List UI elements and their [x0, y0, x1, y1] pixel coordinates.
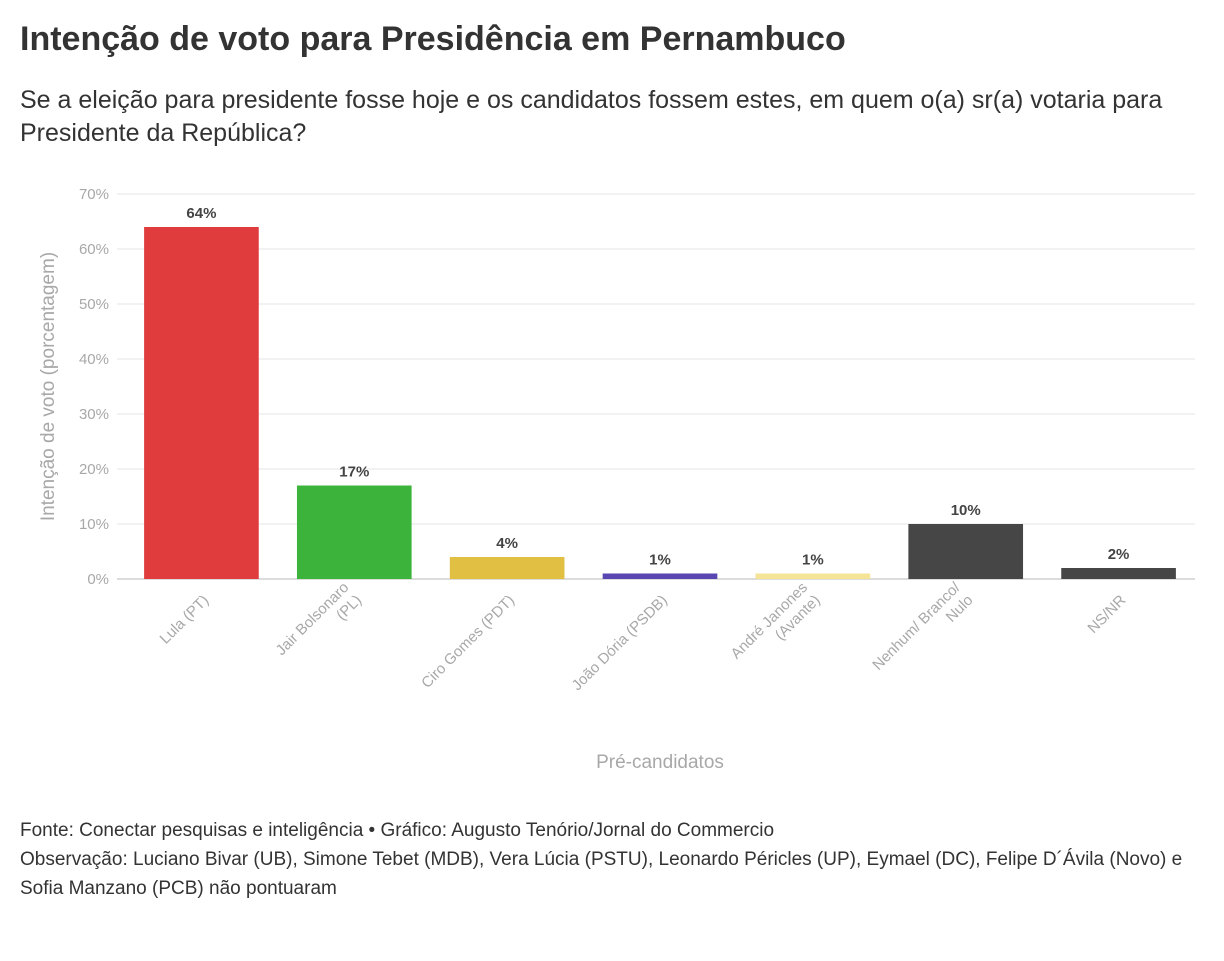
x-tick-label: Ciro Gomes (PDT)	[418, 592, 518, 692]
y-tick-label: 10%	[79, 516, 109, 533]
x-tick-label: Nenhum/ Branco/Nulo	[869, 578, 977, 686]
y-tick-label: 30%	[79, 406, 109, 423]
bar-value-label: 10%	[951, 502, 981, 519]
y-axis-title: Intenção de voto (porcentagem)	[38, 252, 59, 521]
x-axis-title: Pré-candidatos	[596, 752, 724, 773]
x-axis-ticks: Lula (PT) Jair Bolsonaro(PL) Ciro Gomes (P…	[157, 578, 1130, 694]
y-tick-label: 60%	[79, 241, 109, 258]
bar	[602, 573, 718, 579]
y-tick-label: 40%	[79, 351, 109, 368]
footer-note: Observação: Luciano Bivar (UB), Simone T…	[20, 849, 1183, 899]
x-tick-label: Lula (PT)	[157, 592, 213, 648]
bar-value-label: 1%	[802, 552, 824, 569]
footer: Fonte: Conectar pesquisas e inteligência…	[20, 816, 1210, 903]
y-tick-label: 50%	[79, 296, 109, 313]
chart-subtitle: Se a eleição para presidente fosse hoje …	[20, 86, 1163, 147]
bar	[755, 573, 871, 579]
y-tick-label: 0%	[87, 571, 109, 588]
bar-value-label: 2%	[1108, 546, 1130, 563]
bar	[296, 485, 412, 579]
bar	[908, 524, 1024, 579]
bars	[144, 227, 1176, 579]
y-axis-ticks: 0% 10% 20% 30% 40% 50% 60% 70%	[79, 186, 109, 588]
bar	[144, 227, 259, 579]
x-tick-label: Jair Bolsonaro(PL)	[273, 579, 366, 672]
bar-value-label: 4%	[496, 535, 518, 552]
bar	[1061, 568, 1176, 579]
x-tick-label: João Dória (PSDB)	[569, 592, 671, 694]
gridlines	[117, 193, 1195, 580]
bar-value-label: 64%	[186, 205, 216, 222]
footer-source: Fonte: Conectar pesquisas e inteligência…	[20, 820, 775, 841]
bar	[449, 557, 565, 579]
bar-value-labels: 64% 17% 4% 1% 1% 10% 2%	[186, 205, 1129, 569]
bar-value-label: 1%	[649, 552, 671, 569]
x-tick-label: NS/NR	[1084, 592, 1129, 637]
chart-title: Intenção de voto para Presidência em Per…	[20, 20, 846, 58]
y-tick-label: 20%	[79, 461, 109, 478]
bar-chart: 0% 10% 20% 30% 40% 50% 60% 70% 64% 17% 4% 1% 1% 10% 2…	[38, 186, 1195, 773]
bar-value-label: 17%	[339, 464, 369, 481]
x-tick-label: André Janones(Avante)	[728, 579, 824, 675]
y-tick-label: 70%	[79, 186, 109, 203]
